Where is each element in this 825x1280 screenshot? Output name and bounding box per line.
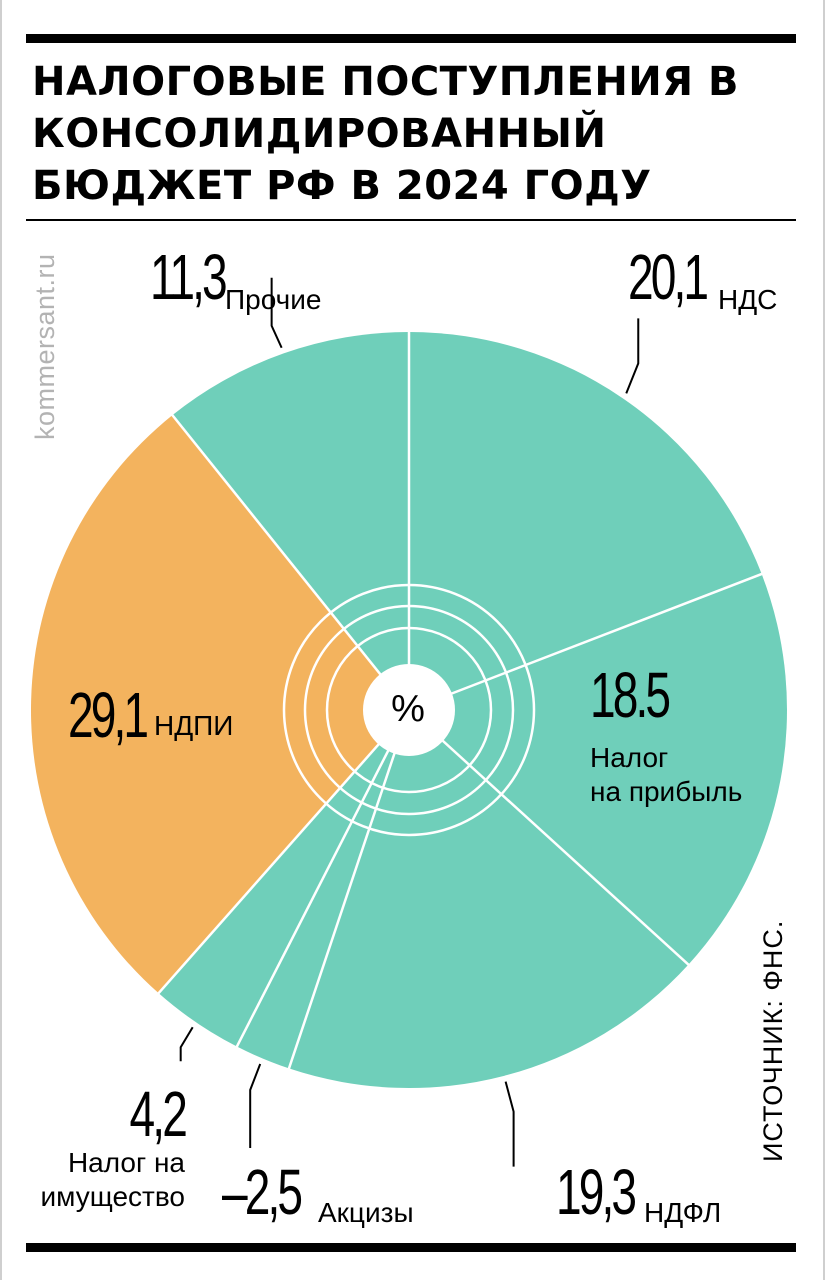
slice-divider-6 <box>170 412 410 711</box>
center-ring-2 <box>325 626 493 794</box>
label-profit: 18.5 Налог на прибыль <box>590 663 742 809</box>
value-ndfl: 19,3 <box>556 1156 637 1228</box>
leader-line-налог-на-имущество <box>179 1026 194 1062</box>
pie-slice-0 <box>409 332 762 710</box>
label-ndfl: 19,3 НДФЛ <box>556 1156 721 1228</box>
value-ndpi: 29,1 <box>68 679 149 751</box>
slice-divider-5 <box>156 709 410 996</box>
value-excise: –2,5 <box>222 1156 303 1228</box>
value-nds: 20,1 <box>628 241 709 313</box>
pie-slice-5 <box>30 415 409 994</box>
label-nds: 20,1 НДС <box>628 241 777 315</box>
pie-slice-6 <box>172 332 409 710</box>
top-rule <box>26 34 796 43</box>
name-ndfl: НДФЛ <box>644 1197 722 1228</box>
bottom-rule <box>26 1243 796 1252</box>
pie-slice-1 <box>409 574 787 965</box>
center-ring-0 <box>282 583 536 837</box>
name-excise: Акцизы <box>318 1197 414 1228</box>
title-divider <box>26 219 796 221</box>
name-profit-line1: Налог <box>590 742 669 773</box>
slice-divider-1 <box>408 572 765 712</box>
name-profit-line2: на прибыль <box>590 776 743 807</box>
pie-slice-3 <box>236 710 409 1069</box>
label-ndpi: 29,1 НДПИ <box>68 679 233 751</box>
center-ring-1 <box>303 604 515 816</box>
leader-line-ндфл <box>504 1081 515 1167</box>
name-property-line1: Налог на <box>67 1147 185 1178</box>
center-hole <box>363 664 455 756</box>
name-other: Прочие <box>225 284 322 315</box>
name-ndpi: НДПИ <box>154 710 234 741</box>
leader-line-акцизы <box>249 1063 262 1148</box>
leader-line-прочие <box>270 277 283 349</box>
slice-divider-3 <box>287 709 411 1071</box>
value-profit: 18.5 <box>590 659 671 731</box>
slice-divider-4 <box>234 709 411 1049</box>
pie-slice-2 <box>288 710 689 1088</box>
label-property: 4,2 Налог на имущество <box>35 1078 188 1214</box>
label-excise: –2,5 Акцизы <box>222 1156 414 1228</box>
value-other: 11,3 <box>150 241 228 313</box>
name-property-line2: имущество <box>40 1181 185 1212</box>
leader-line-ндс <box>625 318 640 394</box>
center-percent-label: % <box>391 688 425 730</box>
slice-divider-2 <box>408 709 691 967</box>
value-property: 4,2 <box>129 1078 188 1150</box>
chart-title: НАЛОГОВЫЕ ПОСТУПЛЕНИЯ В КОНСОЛИДИРОВАННЫ… <box>32 59 739 209</box>
label-other: 11,3 Прочие <box>150 241 321 315</box>
name-nds: НДС <box>718 284 778 315</box>
